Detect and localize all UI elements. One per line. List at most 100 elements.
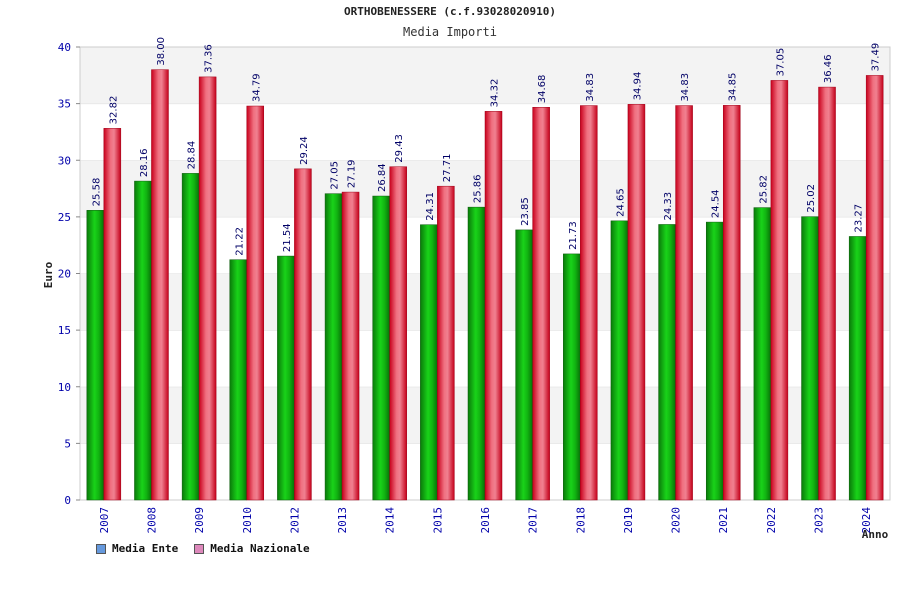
data-label-media-ente: 28.16 <box>139 148 150 177</box>
data-label-media-nazionale: 34.94 <box>632 72 643 101</box>
bar-media-nazionale <box>198 76 217 501</box>
y-tick-label: 35 <box>58 98 71 111</box>
x-tick-label: 2021 <box>717 507 730 534</box>
data-label-media-ente: 21.73 <box>568 221 579 250</box>
data-label-media-ente: 26.84 <box>377 163 388 192</box>
y-tick-label: 5 <box>64 437 71 450</box>
x-tick-label: 2023 <box>813 507 826 534</box>
y-tick-label: 20 <box>58 268 71 281</box>
bar-media-nazionale <box>818 86 836 501</box>
data-label-media-nazionale: 27.19 <box>347 159 358 188</box>
legend-label-ente: Media Ente <box>112 542 179 555</box>
bar-media-nazionale <box>389 166 407 501</box>
bar-media-ente <box>848 236 867 501</box>
legend: Media Ente Media Nazionale <box>96 542 310 555</box>
bar-media-nazionale <box>532 106 550 501</box>
data-label-media-nazionale: 34.83 <box>680 73 691 102</box>
bar-media-ente <box>467 206 486 501</box>
data-label-media-ente: 25.02 <box>806 184 817 213</box>
x-tick-label: 2014 <box>384 507 397 534</box>
data-label-media-ente: 21.54 <box>282 223 293 252</box>
legend-swatch-ente <box>96 543 106 554</box>
data-label-media-ente: 24.33 <box>663 192 674 221</box>
data-label-media-nazionale: 34.83 <box>585 73 596 102</box>
y-axis-label: Euro <box>42 261 55 288</box>
x-tick-label: 2009 <box>193 507 206 534</box>
x-tick-label: 2015 <box>431 507 444 534</box>
bar-media-nazionale <box>103 128 122 501</box>
data-label-media-nazionale: 38.00 <box>156 37 167 66</box>
data-label-media-ente: 25.58 <box>91 178 102 207</box>
x-tick-label: 2013 <box>336 507 349 534</box>
x-axis-label: Anno <box>862 528 889 541</box>
y-tick-label: 10 <box>58 381 71 394</box>
chart-title: ORTHOBENESSERE (c.f.93028020910) <box>344 5 556 18</box>
bar-media-ente <box>372 195 390 501</box>
x-tick-label: 2016 <box>479 507 492 534</box>
y-tick-label: 40 <box>58 41 71 54</box>
x-tick-label: 2010 <box>241 507 254 534</box>
bar-media-nazionale <box>341 191 360 501</box>
bar-media-nazionale <box>246 105 265 501</box>
y-tick-label: 30 <box>58 154 71 167</box>
data-label-media-nazionale: 34.85 <box>728 73 739 102</box>
bar-media-ente <box>610 220 629 501</box>
bar-media-ente <box>181 173 200 501</box>
data-label-media-ente: 28.84 <box>187 141 198 170</box>
bar-media-ente <box>420 224 438 501</box>
data-label-media-ente: 23.27 <box>854 204 865 233</box>
chart-subtitle: Media Importi <box>403 25 497 39</box>
data-label-media-nazionale: 29.24 <box>299 136 310 165</box>
bar-media-nazionale <box>294 168 312 501</box>
bar-media-nazionale <box>722 105 741 501</box>
bar-media-nazionale <box>484 111 503 501</box>
bar-media-nazionale <box>865 75 884 501</box>
data-label-media-ente: 25.86 <box>473 174 484 203</box>
bar-media-ente <box>801 216 819 501</box>
y-tick-label: 15 <box>58 324 71 337</box>
data-label-media-ente: 24.54 <box>711 189 722 218</box>
data-label-media-ente: 27.05 <box>330 161 341 190</box>
x-tick-label: 2017 <box>527 507 540 534</box>
bar-media-nazionale <box>675 105 693 501</box>
bar-media-ente <box>324 193 343 501</box>
x-tick-label: 2022 <box>765 507 778 534</box>
data-label-media-nazionale: 36.46 <box>823 54 834 83</box>
data-label-media-nazionale: 37.36 <box>204 44 215 73</box>
bar-media-nazionale <box>151 69 169 501</box>
bar-media-nazionale <box>770 80 789 501</box>
y-tick-label: 0 <box>64 494 71 507</box>
x-tick-label: 2024 <box>860 507 873 534</box>
data-label-media-nazionale: 37.49 <box>871 43 882 72</box>
data-label-media-ente: 24.31 <box>425 192 436 221</box>
data-label-media-ente: 24.65 <box>615 188 626 217</box>
data-label-media-ente: 23.85 <box>520 197 531 226</box>
data-label-media-nazionale: 32.82 <box>108 96 119 125</box>
bar-media-nazionale <box>627 104 646 501</box>
bar-media-ente <box>229 259 248 501</box>
x-tick-label: 2008 <box>145 507 158 534</box>
bar-media-nazionale <box>437 185 455 501</box>
data-label-media-nazionale: 34.32 <box>490 79 501 108</box>
y-tick-label: 25 <box>58 211 71 224</box>
data-label-media-nazionale: 29.43 <box>394 134 405 163</box>
x-tick-label: 2020 <box>670 507 683 534</box>
bar-media-ente <box>705 221 724 501</box>
bar-media-ente <box>515 229 533 501</box>
bar-media-ente <box>134 180 152 501</box>
bar-media-ente <box>753 207 772 501</box>
bar-media-ente <box>86 210 105 501</box>
bar-media-ente <box>277 255 295 501</box>
data-label-media-ente: 25.82 <box>758 175 769 204</box>
legend-item-nazionale: Media Nazionale <box>194 542 310 555</box>
data-label-media-nazionale: 27.71 <box>442 154 453 183</box>
bar-media-ente <box>563 253 581 501</box>
bar-media-ente <box>658 224 676 501</box>
data-label-media-nazionale: 34.68 <box>537 75 548 104</box>
legend-swatch-nazionale <box>194 543 205 554</box>
data-label-media-ente: 21.22 <box>234 227 245 256</box>
data-label-media-nazionale: 34.79 <box>251 73 262 102</box>
x-tick-label: 2018 <box>574 507 587 534</box>
data-label-media-nazionale: 37.05 <box>775 48 786 77</box>
